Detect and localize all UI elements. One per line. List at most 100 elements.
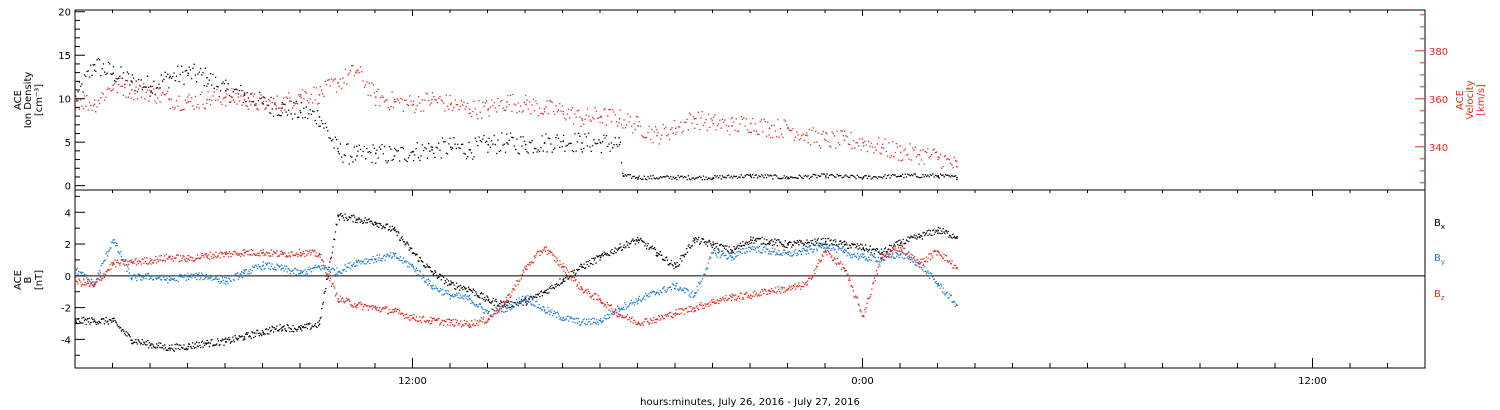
data-point — [236, 89, 238, 91]
data-point — [860, 256, 863, 258]
data-point — [445, 320, 447, 323]
data-point — [486, 309, 488, 312]
data-point — [621, 249, 624, 251]
data-point — [276, 325, 278, 327]
data-point — [453, 295, 455, 298]
data-point — [154, 100, 156, 102]
data-point — [774, 291, 776, 293]
data-point — [593, 321, 595, 324]
data-point — [359, 66, 362, 68]
data-point — [820, 259, 823, 262]
data-point — [419, 102, 421, 104]
data-point — [165, 75, 168, 78]
data-point — [892, 253, 894, 256]
data-point — [375, 261, 377, 263]
data-point — [208, 258, 211, 260]
data-point — [476, 320, 479, 322]
data-point — [358, 218, 361, 220]
data-point — [301, 89, 304, 91]
data-point — [568, 316, 571, 318]
data-point — [796, 177, 798, 179]
data-point — [369, 221, 371, 223]
data-point — [734, 175, 736, 178]
data-point — [689, 293, 691, 295]
data-point — [616, 311, 618, 314]
data-point — [646, 136, 648, 139]
data-point — [206, 275, 208, 278]
data-point — [281, 329, 284, 331]
data-point — [360, 219, 362, 221]
data-point — [819, 243, 822, 245]
data-point — [902, 238, 904, 241]
data-point — [668, 177, 671, 180]
data-point — [522, 136, 524, 138]
data-point — [107, 251, 110, 253]
data-point — [141, 339, 143, 341]
data-point — [607, 317, 609, 320]
data-point — [576, 268, 578, 271]
data-point — [530, 261, 532, 263]
data-point — [83, 278, 85, 280]
data-point — [817, 132, 819, 134]
data-point — [873, 253, 875, 255]
data-point — [336, 292, 338, 294]
data-point — [905, 239, 908, 241]
data-point — [539, 254, 541, 257]
data-point — [113, 263, 115, 265]
data-point — [533, 255, 535, 257]
data-point — [755, 240, 758, 242]
data-point — [625, 241, 628, 243]
data-point — [565, 119, 567, 121]
data-point — [175, 257, 177, 260]
data-point — [798, 174, 800, 176]
data-point — [438, 97, 440, 100]
data-point — [794, 242, 796, 244]
data-point — [738, 176, 740, 178]
data-point — [859, 138, 861, 140]
data-point — [878, 137, 880, 139]
data-point — [266, 333, 268, 335]
data-point — [188, 343, 191, 346]
data-point — [425, 281, 427, 284]
data-point — [533, 110, 536, 112]
data-point — [716, 256, 718, 258]
data-point — [269, 262, 271, 264]
data-point — [783, 249, 785, 251]
data-point — [180, 344, 182, 346]
data-point — [556, 311, 559, 313]
data-point — [484, 309, 487, 311]
data-point — [779, 253, 782, 256]
data-point — [732, 294, 734, 296]
data-point — [480, 117, 483, 119]
data-point — [81, 283, 83, 285]
data-point — [361, 260, 363, 262]
data-point — [299, 327, 301, 329]
data-point — [826, 243, 828, 245]
data-point — [309, 98, 311, 100]
data-point — [758, 237, 760, 240]
data-point — [660, 254, 662, 256]
data-point — [236, 272, 239, 274]
data-point — [931, 255, 933, 257]
data-point — [262, 331, 264, 333]
data-point — [168, 76, 171, 79]
data-point — [730, 255, 732, 257]
data-point — [164, 260, 167, 262]
data-point — [91, 278, 93, 280]
data-point — [883, 147, 885, 149]
data-point — [774, 248, 776, 250]
data-point — [459, 297, 461, 299]
data-point — [394, 226, 396, 229]
data-point — [482, 138, 484, 140]
data-point — [345, 270, 347, 272]
data-point — [662, 287, 665, 289]
data-point — [686, 118, 688, 121]
data-point — [131, 342, 133, 345]
data-point — [670, 315, 673, 318]
data-point — [506, 142, 508, 144]
data-point — [232, 339, 235, 341]
data-point — [428, 99, 430, 102]
data-point — [413, 313, 415, 316]
data-point — [325, 278, 328, 280]
data-point — [898, 159, 900, 161]
